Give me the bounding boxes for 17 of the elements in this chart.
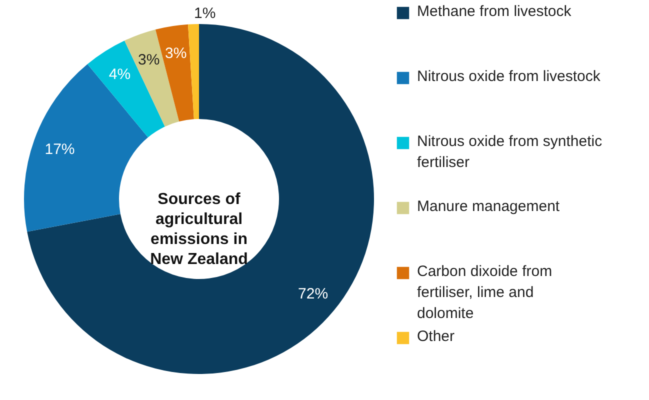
legend-label: Nitrous oxide from livestock <box>417 68 601 85</box>
legend-label: Manure management <box>417 198 560 215</box>
data-label: 4% <box>108 66 131 84</box>
donut-slice <box>24 64 148 232</box>
data-label: 1% <box>194 5 216 22</box>
donut-slice <box>27 24 374 374</box>
legend-label: Carbon dixoide from fertiliser, lime and dolomite <box>417 263 552 322</box>
donut-slice <box>188 24 199 120</box>
data-label: 3% <box>138 52 160 69</box>
data-label: 72% <box>298 285 328 302</box>
donut-slice <box>87 40 165 138</box>
data-label: 17% <box>44 140 75 158</box>
legend-label: Nitrous oxide from synthetic fertiliser <box>417 133 603 171</box>
legend-label: Other <box>417 328 455 345</box>
text: Sources of agricultural emissions in New Zealand <box>150 191 248 268</box>
data-label: 3% <box>165 44 187 62</box>
legend-label: Methane from livestock <box>417 3 572 20</box>
